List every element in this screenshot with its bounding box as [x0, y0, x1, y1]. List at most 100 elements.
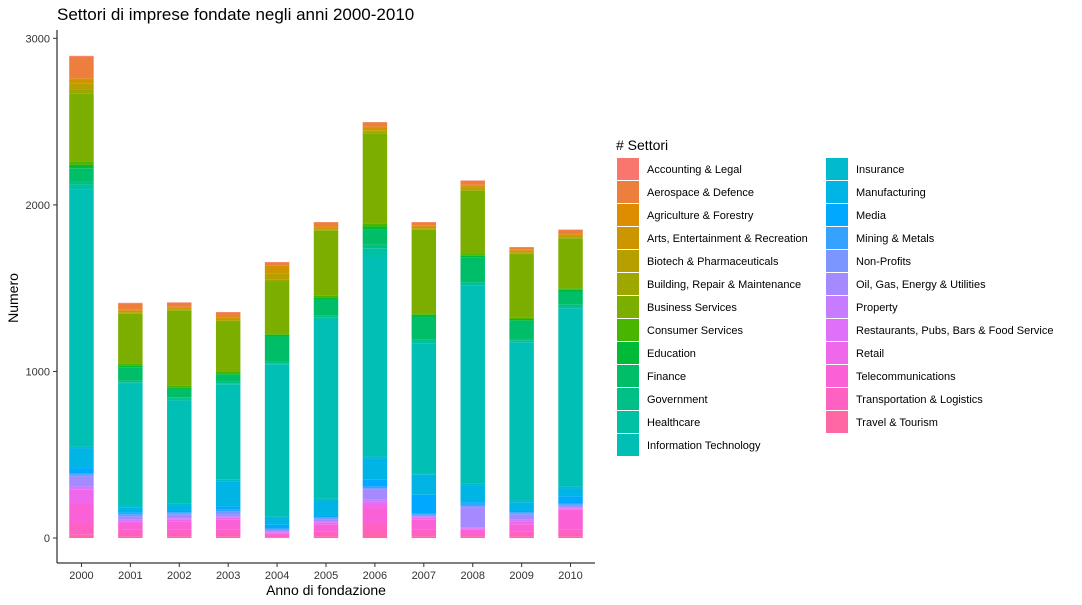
bar-segment: Education 2004: 10	[264, 334, 290, 337]
x-tick-label: 2009	[509, 570, 533, 582]
legend-item: Government	[617, 388, 708, 410]
bar-segment: Property 2007: 5	[411, 516, 437, 518]
bar-segment: Government 2002: 10	[167, 397, 192, 399]
bar-segment: Finance 2002: 50	[167, 388, 192, 398]
bar-segment: Telecommunications 2008: 20	[460, 529, 485, 534]
bar-segment: Arts, Entertainment & Recreation 2002: 8	[167, 307, 192, 309]
bar-segment: Healthcare 2000: 30	[69, 184, 94, 190]
bar-segment: Mining & Metals 2009: 5	[509, 512, 534, 514]
legend-item: Finance	[617, 365, 686, 387]
bar-segment: Building, Repair & Maintenance 2009: 5	[509, 253, 534, 255]
bar-segment: Finance 2003: 40	[215, 374, 241, 382]
bar-segment: Government 2005: 10	[313, 315, 339, 318]
legend-swatch	[826, 342, 848, 364]
legend-swatch	[826, 181, 848, 203]
bar-segment: Government 2006: 20	[362, 244, 388, 249]
legend-swatch	[617, 411, 639, 433]
bar-segment: Information Technology 2004: 910	[264, 364, 290, 517]
bar-segment: Business Services 2006: 540	[362, 133, 388, 224]
legend-item: Business Services	[617, 296, 737, 318]
bar-segment: Healthcare 2001: 10	[118, 382, 143, 384]
bar-segment: Restaurants, Pubs, Bars & Food Service 2…	[362, 501, 388, 504]
bar-segment: Building, Repair & Maintenance 2000: 20	[69, 89, 94, 94]
legend-swatch	[826, 319, 848, 341]
bar-segment: Property 2000: 10	[69, 486, 94, 489]
bar-segment: Biotech & Pharmaceuticals 2009: 5	[509, 252, 534, 254]
legend-item: Travel & Tourism	[826, 411, 938, 433]
bar-segment: Retail 2009: 20	[509, 521, 534, 525]
legend-swatch	[826, 204, 848, 226]
bar-segment: Finance 2000: 80	[69, 168, 94, 182]
bar-segment: Media 2008: 10	[460, 502, 485, 504]
bar-segment: Biotech & Pharmaceuticals 2008: 10	[460, 187, 485, 190]
legend-item: Agriculture & Forestry	[617, 204, 754, 226]
bar-segment: Non-Profits 2002: 10	[167, 513, 192, 515]
bar-segment: Business Services 2000: 410	[69, 93, 94, 162]
bar-segment: Biotech & Pharmaceuticals 2000: 40	[69, 83, 94, 90]
bar-segment: Restaurants, Pubs, Bars & Food Service 2…	[264, 532, 290, 534]
bar-segment: Consumer Services 2002: 10	[167, 385, 192, 388]
y-axis-title: Numero	[5, 273, 21, 323]
bar-segment: Retail 2002: 10	[167, 519, 192, 522]
bar-segment: Arts, Entertainment & Recreation 2008: 1…	[460, 185, 485, 188]
bar-segment: Retail 2007: 10	[411, 518, 437, 520]
legend-label: Accounting & Legal	[647, 164, 742, 176]
bar-segment: Agriculture & Forestry 2001: 5	[118, 309, 143, 311]
bar-segment: Biotech & Pharmaceuticals 2002: 5	[167, 308, 192, 310]
legend-label: Biotech & Pharmaceuticals	[647, 256, 779, 268]
bar-segment: Telecommunications 2007: 60	[411, 519, 437, 530]
bar-segment: Restaurants, Pubs, Bars & Food Service 2…	[167, 518, 192, 520]
bar-segment: Transportation & Logistics 2008: 20	[460, 533, 485, 537]
bar-segment: Travel & Tourism 2010: 10	[558, 536, 583, 539]
bar-segment: Media 2003: 20	[215, 506, 241, 510]
bar-segment: Business Services 2008: 380	[460, 190, 485, 255]
bar-segment: Restaurants, Pubs, Bars & Food Service 2…	[313, 522, 339, 524]
bar-stack-2002: Travel & Tourism 2002: 10Transportation …	[167, 302, 192, 539]
x-axis-ticks: 2000 2001 2002 2003 2004 2005 2006 2007 2008 2009…	[69, 563, 583, 582]
legend-item: Manufacturing	[826, 181, 926, 203]
bar-segment: Aerospace & Defence 2004: 20	[264, 262, 290, 266]
legend-item: Healthcare	[617, 411, 700, 433]
x-tick-label: 2003	[216, 570, 240, 582]
bar-segment: Aerospace & Defence 2003: 25	[215, 312, 241, 317]
legend-swatch	[826, 388, 848, 410]
bar-segment: Oil, Gas, Energy & Utilities 2004: 5	[264, 530, 290, 532]
bar-segment: Restaurants, Pubs, Bars & Food Service 2…	[69, 488, 94, 490]
bar-segment: Telecommunications 2010: 120	[558, 509, 583, 530]
bar-segment: Telecommunications 2002: 50	[167, 521, 192, 530]
bar-segment: Building, Repair & Maintenance 2004: 10	[264, 279, 290, 282]
bar-stack-2000: Travel & Tourism 2000: 20Transportation …	[69, 55, 94, 539]
bar-segment: Education 2002: 10	[167, 387, 192, 389]
legend-label: Agriculture & Forestry	[647, 210, 754, 222]
legend-item: Media	[826, 204, 887, 226]
bar-segment: Finance 2006: 90	[362, 229, 388, 245]
bar-segment: Government 2007: 10	[411, 339, 437, 342]
bar-segment: Education 2005: 10	[313, 297, 339, 299]
bar-segment: Property 2010: 5	[558, 507, 583, 509]
bar-stack-2001: Travel & Tourism 2001: 10Transportation …	[118, 302, 143, 539]
bar-segment: Agriculture & Forestry 2000: 10	[69, 78, 94, 80]
bar-segment: Telecommunications 2006: 90	[362, 508, 388, 524]
bar-segment: Media 2002: 10	[167, 510, 192, 513]
bar-segment: Education 2006: 20	[362, 226, 388, 230]
bar-segment: Business Services 2004: 310	[264, 281, 290, 334]
bar-segment: Oil, Gas, Energy & Utilities 2005: 10	[313, 519, 339, 522]
bar-segment: Oil, Gas, Energy & Utilities 2009: 30	[509, 514, 534, 520]
bar-segment: Insurance 2004: 10	[264, 516, 290, 519]
bar-segment: Non-Profits 2005: 10	[313, 518, 339, 520]
bar-segment: Government 2001: 10	[118, 380, 143, 383]
legend-item: Mining & Metals	[826, 227, 935, 249]
bar-segment: Finance 2005: 100	[313, 298, 339, 316]
bar-segment: Building, Repair & Maintenance 2007: 5	[411, 229, 437, 230]
bar-segment: Transportation & Logistics 2010: 40	[558, 529, 583, 537]
legend-item: Consumer Services	[617, 319, 743, 341]
bar-segment: Restaurants, Pubs, Bars & Food Service 2…	[215, 517, 241, 519]
bar-segment: Manufacturing 2002: 30	[167, 505, 192, 511]
bar-segment: Oil, Gas, Energy & Utilities 2010: 10	[558, 505, 583, 508]
bar-stack-2006: Travel & Tourism 2006: 30Transportation …	[362, 122, 388, 539]
bar-segment: Property 2006: 10	[362, 499, 388, 502]
bar-segment: Education 2009: 10	[509, 318, 534, 321]
legend-label: Consumer Services	[647, 325, 743, 337]
bar-segment: Building, Repair & Maintenance 2002: 5	[167, 309, 192, 311]
legend-swatch	[617, 319, 639, 341]
